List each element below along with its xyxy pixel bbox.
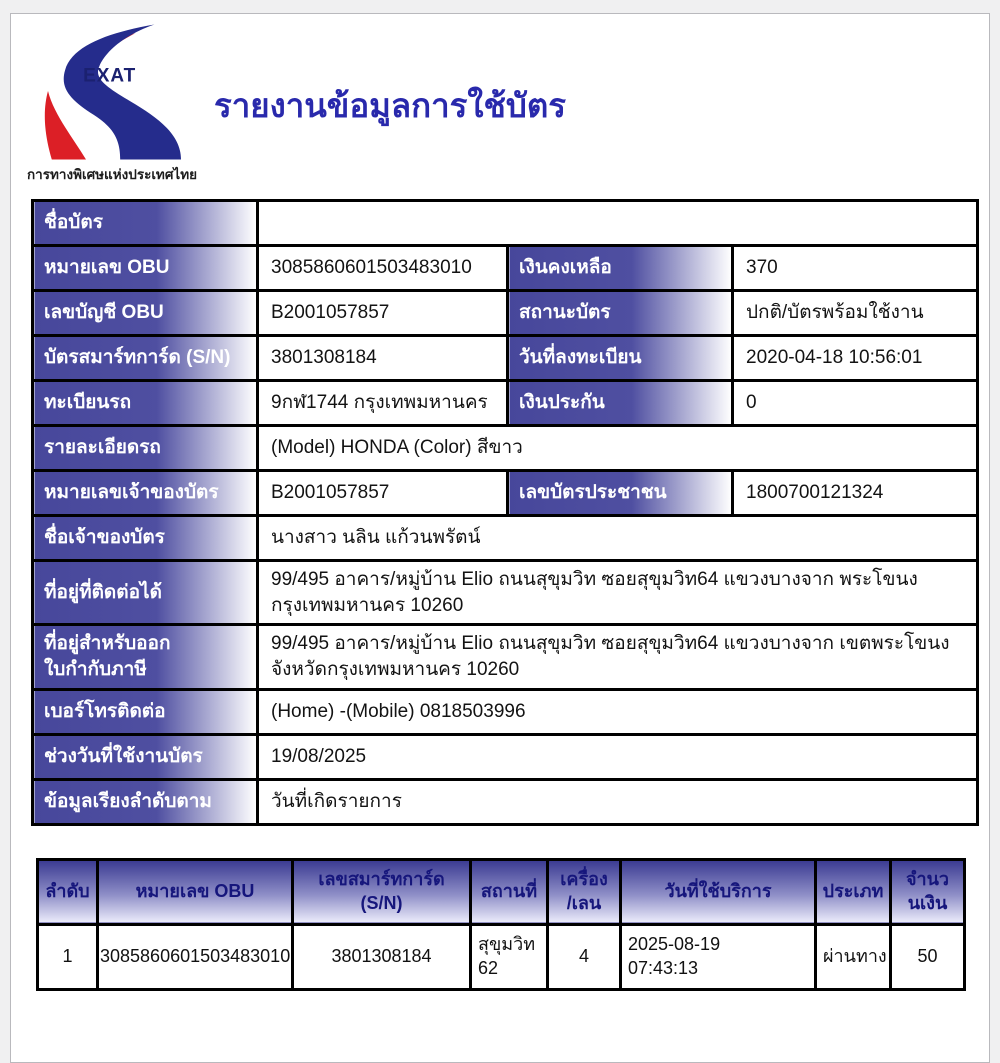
label-vehicle-plate: ทะเบียนรถ	[31, 379, 259, 427]
cell-seq: 1	[36, 922, 99, 991]
cell-obu-number: 3085860601503483010	[96, 922, 294, 991]
transactions-table: ลำดับ หมายเลข OBU เลขสมาร์ทการ์ด (S/N) ส…	[36, 857, 966, 991]
col-header-type: ประเภท	[814, 857, 892, 926]
value-balance: 370	[731, 244, 979, 292]
label-obu-number: หมายเลข OBU	[31, 244, 259, 292]
label-smartcard: บัตรสมาร์ทการ์ด (S/N)	[31, 334, 259, 382]
transaction-row: 1 3085860601503483010 3801308184 สุขุมวิ…	[36, 922, 966, 991]
cell-lane: 4	[546, 922, 622, 991]
label-register-date: วันที่ลงทะเบียน	[506, 334, 734, 382]
transactions-header-row: ลำดับ หมายเลข OBU เลขสมาร์ทการ์ด (S/N) ส…	[36, 857, 966, 926]
cell-service-date: 2025-08-19 07:43:13	[619, 922, 817, 991]
label-tax-address: ที่อยู่สำหรับออก ใบกำกับภาษี	[31, 623, 259, 691]
report-document: EXAT การทางพิเศษแห่งประเทศไทย รายงานข้อม…	[10, 13, 990, 1063]
label-usage-period: ช่วงวันที่ใช้งานบัตร	[31, 732, 259, 781]
label-contact-address: ที่อยู่ที่ติดต่อได้	[31, 558, 259, 627]
cell-type: ผ่านทาง	[814, 922, 892, 991]
row-contact-address: ที่อยู่ที่ติดต่อได้ 99/495 อาคาร/หมู่บ้า…	[31, 558, 979, 627]
value-deposit: 0	[731, 379, 979, 427]
cell-smartcard: 3801308184	[291, 922, 472, 991]
label-balance: เงินคงเหลือ	[506, 244, 734, 292]
row-owner-number: หมายเลขเจ้าของบัตร B2001057857 เลขบัตรปร…	[31, 469, 979, 517]
exat-road-logo-icon: EXAT	[44, 24, 181, 160]
row-obu-number: หมายเลข OBU 3085860601503483010 เงินคงเห…	[31, 244, 979, 292]
col-header-amount: จำนว นเงิน	[889, 857, 966, 926]
cell-location: สุขุมวิท 62	[469, 922, 549, 991]
cell-amount: 50	[889, 922, 966, 991]
exat-logo: EXAT การทางพิเศษแห่งประเทศไทย	[19, 24, 198, 185]
value-usage-period: 19/08/2025	[256, 732, 979, 781]
value-owner-name: นางสาว นลิน แก้วนพรัตน์	[256, 514, 979, 562]
col-header-location: สถานที่	[469, 857, 549, 926]
row-phone: เบอร์โทรติดต่อ (Home) -(Mobile) 08185039…	[31, 687, 979, 736]
exat-brand-text: EXAT	[83, 66, 136, 87]
row-tax-address: ที่อยู่สำหรับออก ใบกำกับภาษี 99/495 อาคา…	[31, 623, 979, 691]
card-info-table: ชื่อบัตร หมายเลข OBU 3085860601503483010…	[31, 199, 979, 826]
label-deposit: เงินประกัน	[506, 379, 734, 427]
page-title: รายงานข้อมูลการใช้บัตร	[214, 87, 566, 124]
label-citizen-id: เลขบัตรประชาชน	[506, 469, 734, 517]
value-citizen-id: 1800700121324	[731, 469, 979, 517]
row-owner-name: ชื่อเจ้าของบัตร นางสาว นลิน แก้วนพรัตน์	[31, 514, 979, 562]
label-obu-account: เลขบัญชี OBU	[31, 289, 259, 337]
label-owner-name: ชื่อเจ้าของบัตร	[31, 514, 259, 562]
col-header-smartcard: เลขสมาร์ทการ์ด (S/N)	[291, 857, 472, 926]
value-tax-address: 99/495 อาคาร/หมู่บ้าน Elio ถนนสุขุมวิท ซ…	[256, 623, 979, 691]
label-phone: เบอร์โทรติดต่อ	[31, 687, 259, 736]
value-card-name	[256, 199, 979, 247]
report-header: EXAT การทางพิเศษแห่งประเทศไทย รายงานข้อม…	[11, 14, 989, 185]
label-card-name: ชื่อบัตร	[31, 199, 259, 247]
value-phone: (Home) -(Mobile) 0818503996	[256, 687, 979, 736]
value-sort-order: วันที่เกิดรายการ	[256, 777, 979, 826]
value-obu-number: 3085860601503483010	[256, 244, 509, 292]
row-card-name: ชื่อบัตร	[31, 199, 979, 247]
logo-slogan: การทางพิเศษแห่งประเทศไทย	[27, 167, 198, 182]
row-vehicle-plate: ทะเบียนรถ 9กฬ1744 กรุงเทพมหานคร เงินประก…	[31, 379, 979, 427]
value-card-status: ปกติ/บัตรพร้อมใช้งาน	[731, 289, 979, 337]
value-contact-address: 99/495 อาคาร/หมู่บ้าน Elio ถนนสุขุมวิท ซ…	[256, 558, 979, 627]
value-register-date: 2020-04-18 10:56:01	[731, 334, 979, 382]
value-smartcard: 3801308184	[256, 334, 509, 382]
col-header-seq: ลำดับ	[36, 857, 99, 926]
row-vehicle-detail: รายละเอียดรถ (Model) HONDA (Color) สีขาว	[31, 424, 979, 472]
row-sort-order: ข้อมูลเรียงลำดับตาม วันที่เกิดรายการ	[31, 777, 979, 826]
value-owner-number: B2001057857	[256, 469, 509, 517]
label-vehicle-detail: รายละเอียดรถ	[31, 424, 259, 472]
col-header-obu-number: หมายเลข OBU	[96, 857, 294, 926]
row-smartcard: บัตรสมาร์ทการ์ด (S/N) 3801308184 วันที่ล…	[31, 334, 979, 382]
label-owner-number: หมายเลขเจ้าของบัตร	[31, 469, 259, 517]
col-header-service-date: วันที่ใช้บริการ	[619, 857, 817, 926]
value-vehicle-detail: (Model) HONDA (Color) สีขาว	[256, 424, 979, 472]
value-vehicle-plate: 9กฬ1744 กรุงเทพมหานคร	[256, 379, 509, 427]
row-obu-account: เลขบัญชี OBU B2001057857 สถานะบัตร ปกติ/…	[31, 289, 979, 337]
label-card-status: สถานะบัตร	[506, 289, 734, 337]
col-header-lane: เครื่อง /เลน	[546, 857, 622, 926]
row-usage-period: ช่วงวันที่ใช้งานบัตร 19/08/2025	[31, 732, 979, 781]
value-obu-account: B2001057857	[256, 289, 509, 337]
label-sort-order: ข้อมูลเรียงลำดับตาม	[31, 777, 259, 826]
